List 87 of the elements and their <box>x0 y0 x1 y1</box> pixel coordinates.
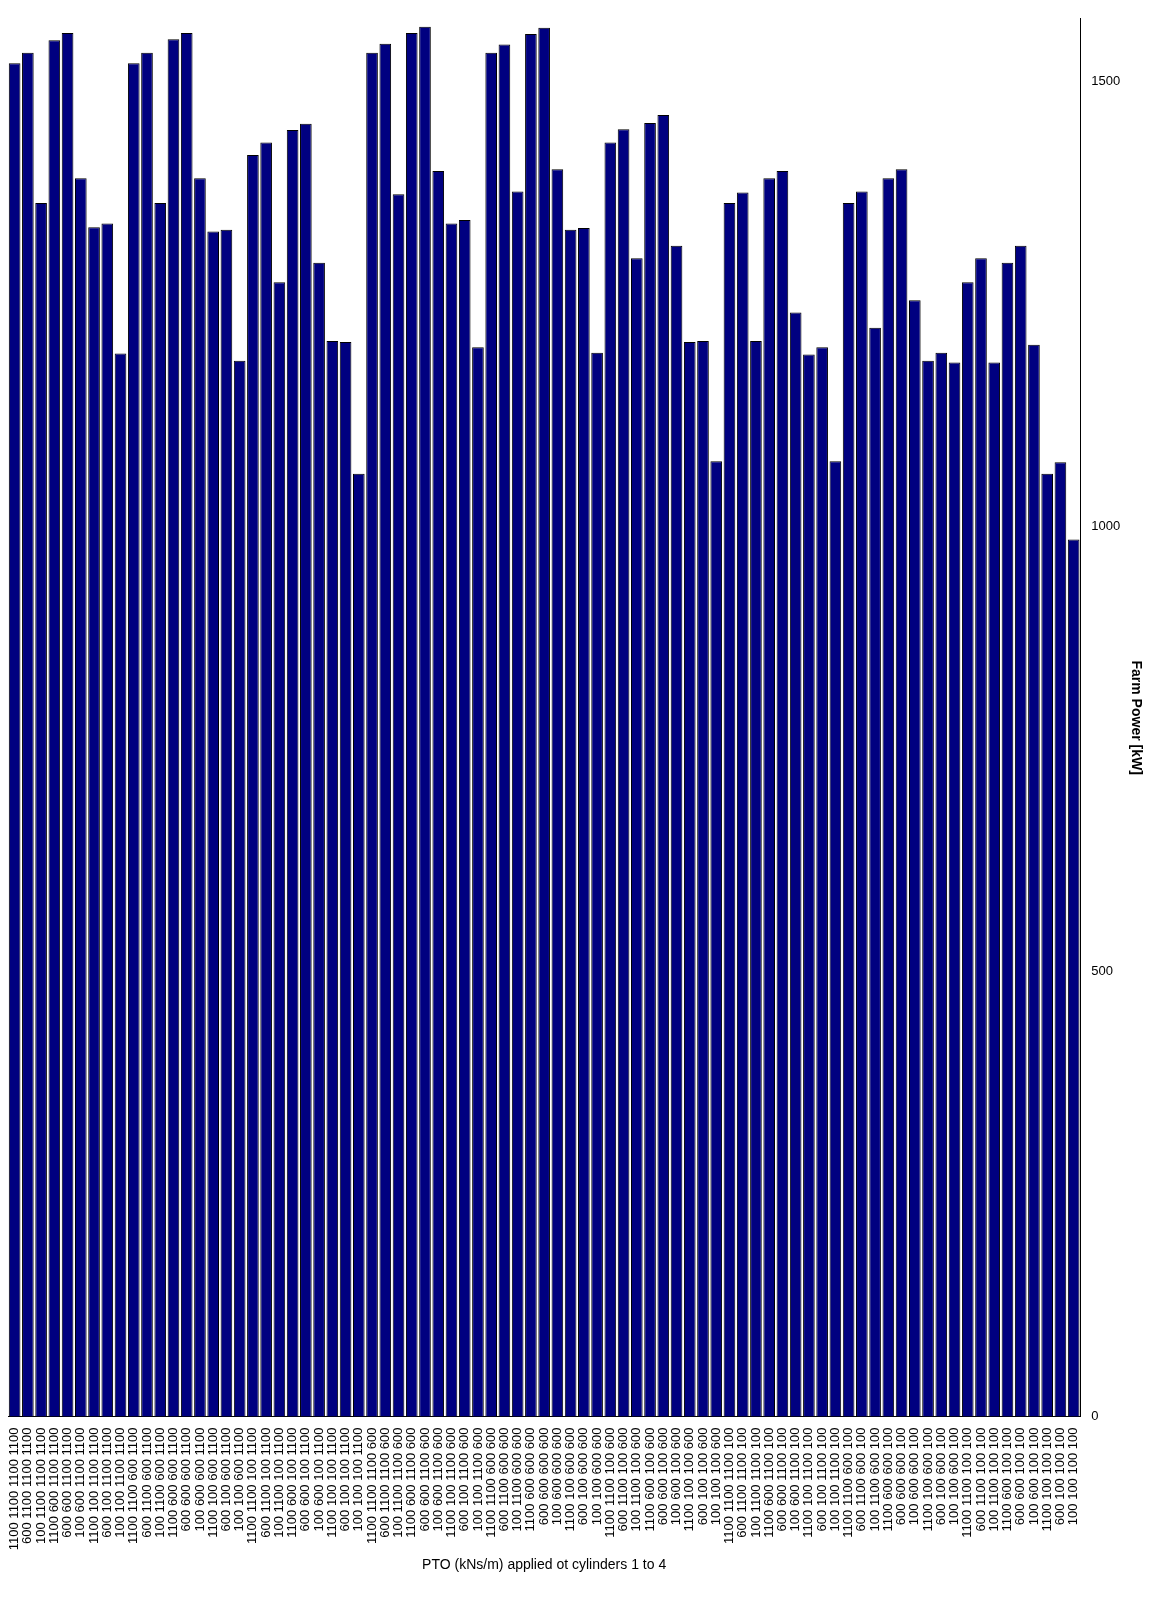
x-tick-label: 600 600 600 600 <box>535 1427 551 1526</box>
x-tick-label: 600 100 100 100 <box>1052 1427 1067 1526</box>
x-tick-label: 1100 1100 1100 1100 <box>6 1427 22 1551</box>
x-tick-label: 100 1100 1100 1100 <box>32 1427 48 1544</box>
x-tick-label: 100 100 100 600 <box>707 1427 723 1526</box>
y-tick-label: 0 <box>1091 1408 1099 1424</box>
x-tick-label: 1100 600 100 1100 <box>284 1427 300 1538</box>
x-tick-label: 100 100 1100 600 <box>469 1427 485 1532</box>
x-tick-label: 600 600 1100 1100 <box>59 1427 75 1538</box>
x-tick-label: 1100 100 1100 600 <box>443 1427 459 1538</box>
x-tick-label: 100 100 600 600 <box>588 1427 604 1526</box>
x-tick-label: 1100 1100 600 100 <box>840 1427 856 1538</box>
x-tick-label: 1100 100 1100 1100 <box>85 1427 101 1544</box>
x-tick-label: 1100 100 100 1100 <box>323 1427 339 1538</box>
x-tick-label: 100 1100 1100 600 <box>390 1427 406 1538</box>
x-tick-label: 600 100 1100 100 <box>813 1427 829 1532</box>
x-tick-label: 600 1100 600 1100 <box>138 1427 154 1538</box>
x-tick-label: 600 1100 1100 100 <box>734 1427 750 1538</box>
x-tick-label: 100 100 1100 1100 <box>112 1427 128 1538</box>
x-tick-label: 100 100 600 100 <box>946 1427 962 1526</box>
x-tick-label: 600 1100 100 100 <box>972 1427 988 1532</box>
x-tick-label: 1100 1100 600 600 <box>482 1427 498 1538</box>
y-tick-label: 1000 <box>1091 517 1121 533</box>
x-tick-label: 100 1100 100 100 <box>985 1427 1001 1532</box>
x-tick-label: 1100 600 100 100 <box>999 1427 1015 1532</box>
x-tick-label: 100 100 100 1100 <box>350 1427 366 1532</box>
x-tick-label: 1100 100 600 100 <box>919 1427 935 1532</box>
x-tick-label: 1100 1100 100 600 <box>601 1427 617 1538</box>
x-tick-label: 600 600 1100 600 <box>416 1427 432 1532</box>
x-tick-label: 600 100 600 600 <box>575 1427 591 1526</box>
x-tick-label: 100 600 1100 1100 <box>72 1427 88 1538</box>
x-tick-label: 1100 1100 600 1100 <box>125 1427 141 1544</box>
x-tick-label: 100 600 100 1100 <box>310 1427 326 1532</box>
x-tick-label: 100 1100 100 1100 <box>270 1427 286 1538</box>
x-tick-label: 100 600 100 100 <box>1025 1427 1041 1526</box>
x-tick-label: 600 1100 600 100 <box>853 1427 869 1532</box>
x-tick-label: 600 100 1100 1100 <box>98 1427 114 1538</box>
x-tick-label: 100 600 1100 600 <box>429 1427 445 1532</box>
x-tick-label: 600 1100 600 600 <box>496 1427 511 1532</box>
x-tick-label: 100 600 600 1100 <box>191 1427 207 1532</box>
x-tick-label: 1100 600 600 600 <box>522 1427 538 1532</box>
x-tick-label: 1100 100 100 600 <box>681 1427 697 1532</box>
x-tick-label: 100 1100 1100 100 <box>747 1427 763 1538</box>
y-axis-title: Farm Power [kW] <box>1128 660 1145 775</box>
x-tick-label: 600 1100 1100 600 <box>376 1427 392 1538</box>
x-tick-label: 600 600 600 100 <box>893 1427 909 1526</box>
x-tick-label: 100 600 600 100 <box>906 1427 922 1526</box>
x-tick-label: 100 600 1100 100 <box>787 1427 803 1532</box>
y-tick-label: 1500 <box>1091 72 1121 88</box>
x-tick-label: 600 1100 100 600 <box>615 1427 631 1532</box>
x-tick-label: 1100 1100 1100 600 <box>363 1427 379 1544</box>
x-axis-title: PTO (kNs/m) applied ot cylinders 1 to 4 <box>422 1556 667 1573</box>
x-tick-label: 1100 100 1100 100 <box>800 1427 816 1538</box>
x-tick-label: 600 1100 100 1100 <box>257 1427 273 1538</box>
x-tick-label: 100 100 600 1100 <box>231 1427 247 1532</box>
x-tick-label: 100 1100 600 600 <box>509 1427 525 1532</box>
x-tick-label: 600 100 600 100 <box>932 1427 948 1526</box>
x-tick-label: 1100 100 100 100 <box>1038 1427 1054 1532</box>
x-tick-label: 1100 600 600 1100 <box>165 1427 181 1538</box>
x-tick-label: 100 1100 100 600 <box>628 1427 644 1532</box>
x-tick-label: 600 600 600 1100 <box>178 1427 194 1532</box>
x-tick-label: 1100 1100 100 1100 <box>244 1427 260 1544</box>
x-tick-label: 100 600 600 600 <box>548 1427 564 1526</box>
x-tick-label: 1100 600 100 600 <box>641 1427 657 1532</box>
x-tick-label: 600 100 1100 600 <box>456 1427 472 1532</box>
y-tick-label: 500 <box>1091 962 1113 978</box>
x-tick-label: 1100 1100 100 100 <box>959 1427 975 1538</box>
x-tick-label: 600 600 100 100 <box>1012 1427 1028 1526</box>
x-tick-label: 600 600 100 1100 <box>297 1427 313 1532</box>
x-tick-label: 600 600 1100 100 <box>774 1427 789 1532</box>
x-tick-label: 1100 100 600 1100 <box>204 1427 220 1538</box>
x-tick-label: 600 100 600 1100 <box>218 1427 234 1532</box>
x-tick-label: 600 100 100 1100 <box>337 1427 353 1532</box>
x-tick-label: 1100 600 1100 600 <box>403 1427 419 1538</box>
x-tick-label: 1100 600 1100 1100 <box>45 1427 61 1544</box>
x-tick-label: 100 600 100 600 <box>668 1427 684 1526</box>
x-tick-label: 600 100 100 600 <box>694 1427 710 1526</box>
x-tick-label: 1100 100 600 600 <box>562 1427 578 1532</box>
x-tick-label: 100 100 100 100 <box>1065 1427 1081 1526</box>
x-tick-label: 600 600 100 600 <box>654 1427 670 1526</box>
x-tick-label: 100 1100 600 100 <box>866 1427 882 1532</box>
x-tick-label: 600 1100 1100 1100 <box>19 1427 35 1544</box>
x-tick-label: 1100 600 600 100 <box>879 1427 895 1532</box>
x-tick-label: 1100 1100 1100 100 <box>721 1427 737 1544</box>
x-tick-label: 100 100 1100 100 <box>826 1427 842 1532</box>
x-tick-label: 100 1100 600 1100 <box>151 1427 167 1538</box>
x-tick-label: 1100 600 1100 100 <box>760 1427 776 1538</box>
